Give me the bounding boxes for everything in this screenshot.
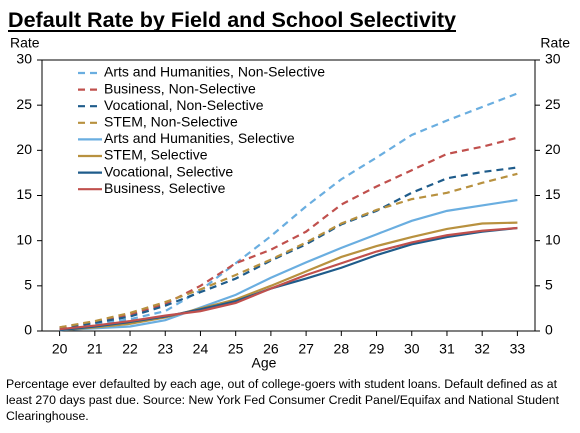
y-tick-label: 10 <box>16 231 32 247</box>
y2-tick-label: 15 <box>545 186 561 202</box>
x-tick-label: 22 <box>122 341 138 357</box>
legend-label: STEM, Non-Selective <box>104 114 238 130</box>
x-axis-label: Age <box>252 355 277 371</box>
y2-tick-label: 10 <box>545 231 561 247</box>
x-tick-label: 32 <box>474 341 490 357</box>
y-tick-label: 5 <box>24 277 32 293</box>
x-tick-label: 33 <box>510 341 526 357</box>
legend-label: Vocational, Non-Selective <box>104 97 264 113</box>
y-tick-label: 30 <box>16 51 32 67</box>
series-line <box>59 226 518 331</box>
x-tick-label: 21 <box>87 341 103 357</box>
y-axis-label: Rate <box>10 35 40 51</box>
series-line <box>59 172 518 329</box>
x-tick-label: 26 <box>263 341 279 357</box>
legend-label: Arts and Humanities, Selective <box>104 130 295 146</box>
series-line <box>59 92 518 330</box>
y2-tick-label: 25 <box>545 96 561 112</box>
y2-tick-label: 5 <box>545 277 553 293</box>
y2-tick-label: 20 <box>545 141 561 157</box>
y-tick-label: 20 <box>16 141 32 157</box>
y2-axis-label: Rate <box>540 35 570 51</box>
series-line <box>59 166 518 330</box>
series-line <box>59 136 518 329</box>
y-tick-label: 25 <box>16 96 32 112</box>
legend-label: Vocational, Selective <box>104 163 233 179</box>
x-tick-label: 30 <box>404 341 420 357</box>
legend-label: Business, Non-Selective <box>104 80 256 96</box>
x-tick-label: 27 <box>298 341 314 357</box>
legend-label: Arts and Humanities, Non-Selective <box>104 64 325 80</box>
x-tick-label: 24 <box>193 341 209 357</box>
y2-tick-label: 30 <box>545 51 561 67</box>
legend-label: Business, Selective <box>104 180 226 196</box>
x-tick-label: 29 <box>369 341 385 357</box>
legend-label: STEM, Selective <box>104 147 208 163</box>
x-tick-label: 23 <box>157 341 173 357</box>
footnote: Percentage ever defaulted by each age, o… <box>6 377 560 423</box>
x-tick-label: 20 <box>52 341 68 357</box>
chart-title: Default Rate by Field and School Selecti… <box>8 9 456 32</box>
x-tick-label: 28 <box>334 341 350 357</box>
y-tick-label: 15 <box>16 186 32 202</box>
x-tick-label: 31 <box>439 341 455 357</box>
series-line <box>59 198 518 332</box>
x-tick-label: 25 <box>228 341 244 357</box>
y-tick-label: 0 <box>24 322 32 338</box>
y2-tick-label: 0 <box>545 322 553 338</box>
series-line <box>59 221 518 332</box>
